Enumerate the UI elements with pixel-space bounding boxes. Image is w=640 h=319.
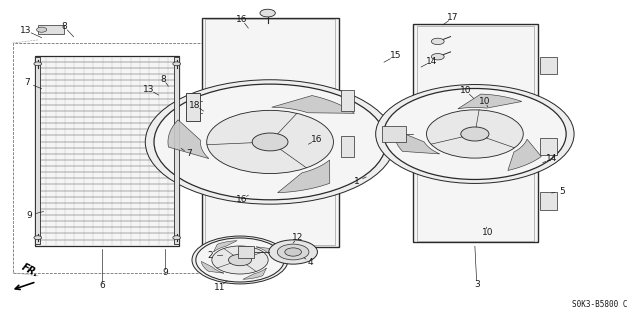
Text: 6: 6 (100, 281, 105, 290)
Text: 9: 9 (26, 211, 31, 220)
Circle shape (173, 62, 180, 66)
Text: 7: 7 (25, 78, 30, 87)
Polygon shape (278, 160, 330, 193)
Circle shape (207, 110, 333, 174)
Circle shape (36, 27, 47, 32)
Circle shape (260, 9, 275, 17)
Text: FR.: FR. (20, 262, 40, 279)
Bar (382, 126, 406, 142)
Text: 12: 12 (292, 233, 303, 242)
Text: 14: 14 (546, 154, 557, 163)
Text: 13: 13 (143, 85, 154, 94)
Text: 13: 13 (20, 26, 31, 35)
Polygon shape (256, 247, 279, 259)
Bar (35, 56, 179, 246)
Circle shape (461, 127, 489, 141)
Text: 1: 1 (355, 177, 360, 186)
Text: 16: 16 (311, 135, 323, 144)
Polygon shape (201, 261, 224, 273)
Text: 14: 14 (426, 57, 438, 66)
FancyBboxPatch shape (186, 93, 200, 121)
Text: 10: 10 (479, 97, 491, 106)
Text: 8: 8 (61, 22, 67, 31)
Bar (38, 25, 64, 34)
Bar (417, 26, 534, 241)
Circle shape (34, 236, 42, 240)
Polygon shape (168, 120, 209, 159)
Polygon shape (508, 139, 541, 170)
Polygon shape (243, 268, 266, 279)
Text: 4: 4 (308, 258, 313, 267)
Circle shape (431, 54, 444, 60)
Circle shape (228, 254, 252, 266)
Text: 10: 10 (482, 228, 493, 237)
Bar (205, 19, 335, 245)
Text: 11: 11 (214, 283, 225, 292)
Circle shape (277, 244, 309, 260)
FancyBboxPatch shape (540, 138, 557, 155)
Circle shape (431, 38, 444, 45)
Polygon shape (458, 94, 522, 109)
Text: 18: 18 (189, 101, 201, 110)
Bar (174, 57, 179, 244)
Text: 16: 16 (236, 15, 248, 24)
Circle shape (426, 110, 524, 158)
Text: 15: 15 (390, 51, 401, 60)
Text: 3: 3 (474, 280, 479, 289)
Circle shape (192, 236, 288, 284)
Text: 8: 8 (161, 75, 166, 84)
Text: 16: 16 (236, 195, 248, 204)
Text: 7: 7 (186, 149, 191, 158)
Bar (413, 24, 538, 242)
Bar (202, 18, 339, 247)
Bar (238, 246, 254, 258)
Text: 17: 17 (447, 13, 459, 22)
Circle shape (173, 236, 180, 240)
Circle shape (269, 240, 317, 264)
Circle shape (212, 246, 268, 274)
Circle shape (383, 88, 566, 180)
Circle shape (154, 84, 386, 200)
Circle shape (34, 62, 42, 66)
Text: 5: 5 (559, 187, 564, 196)
Polygon shape (395, 130, 440, 154)
FancyBboxPatch shape (341, 90, 354, 111)
Text: 10: 10 (460, 86, 472, 95)
Polygon shape (272, 95, 355, 113)
Circle shape (252, 133, 288, 151)
Circle shape (145, 80, 395, 204)
Text: S0K3-B5800 C: S0K3-B5800 C (572, 300, 627, 309)
Bar (13, 43, 208, 273)
FancyBboxPatch shape (540, 57, 557, 74)
FancyBboxPatch shape (540, 192, 557, 210)
FancyBboxPatch shape (341, 136, 354, 157)
Circle shape (376, 85, 574, 183)
Text: 9: 9 (163, 268, 168, 277)
Polygon shape (214, 241, 237, 252)
Circle shape (196, 238, 284, 282)
Bar (35, 57, 40, 244)
Text: 2: 2 (207, 251, 212, 260)
Circle shape (285, 248, 301, 256)
